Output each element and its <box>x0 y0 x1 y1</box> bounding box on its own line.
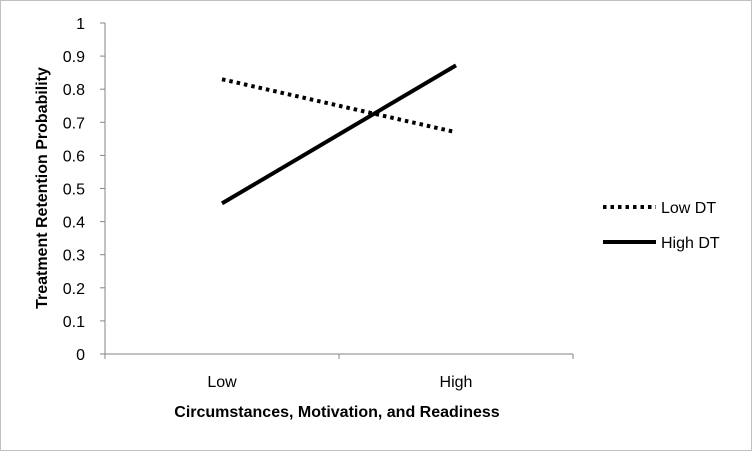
y-tick-label: 0.4 <box>63 215 85 232</box>
legend: Low DT High DT <box>603 200 720 252</box>
y-tick-label: 0.3 <box>63 248 85 265</box>
y-tick-label: 0 <box>76 347 85 364</box>
legend-label: High DT <box>661 235 720 252</box>
series-layer <box>220 63 458 206</box>
x-axis-title: Circumstances, Motivation, and Readiness <box>174 404 500 421</box>
y-tick-label: 0.9 <box>63 49 85 66</box>
y-tick-label: 0.2 <box>63 281 85 298</box>
y-tick-label: 0.8 <box>63 82 85 99</box>
y-tick-label: 0.6 <box>63 148 85 165</box>
y-axis-title: Treatment Retention Probability <box>34 67 51 309</box>
y-tick-label: 0.1 <box>63 314 85 331</box>
series-line-low-dt <box>221 77 457 135</box>
legend-label: Low DT <box>661 200 716 217</box>
series-line-high-dt <box>220 63 458 206</box>
x-tick-labels: Low High <box>207 374 472 391</box>
axes <box>100 22 574 359</box>
y-tick-label: 0.7 <box>63 115 85 132</box>
x-tick-label: High <box>440 374 473 391</box>
y-tick-label: 1 <box>76 16 85 33</box>
x-tick-label: Low <box>207 374 237 391</box>
y-tick-label: 0.5 <box>63 182 85 199</box>
y-tick-labels: 0 0.1 0.2 0.3 0.4 0.5 0.6 0.7 0.8 0.9 1 <box>63 16 85 364</box>
